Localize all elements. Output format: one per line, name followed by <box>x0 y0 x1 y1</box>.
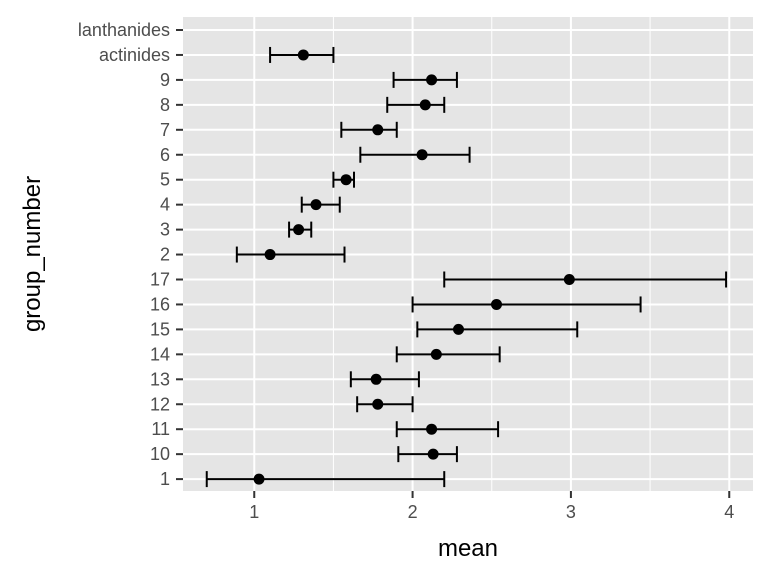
mean-point-12 <box>372 398 384 410</box>
errorbar-6 <box>359 146 471 163</box>
mean-point-5 <box>340 174 352 186</box>
x-tick-label: 2 <box>408 502 418 522</box>
mean-point-8 <box>419 99 431 111</box>
errorbar-7 <box>340 121 398 138</box>
mean-point-16 <box>491 298 502 310</box>
mean-point-7 <box>372 124 384 136</box>
mean-point-2 <box>264 249 276 261</box>
y-tick-label: 4 <box>160 195 170 215</box>
y-tick-label: 17 <box>150 270 170 290</box>
y-tick-label: 9 <box>160 70 170 90</box>
y-tick-label: 14 <box>150 344 170 364</box>
mean-point-6 <box>416 149 428 161</box>
mean-point-actinides <box>297 49 309 61</box>
y-tick-label: lanthanides <box>78 20 170 40</box>
errorbar-12 <box>356 396 414 413</box>
mean-point-1 <box>253 473 265 485</box>
x-tick-label: 1 <box>249 502 259 522</box>
errorbar-13 <box>349 371 420 388</box>
errorbar-10 <box>397 446 458 463</box>
y-tick-label: 6 <box>160 145 170 165</box>
errorbar-2 <box>235 246 346 263</box>
errorbar-17 <box>443 271 728 288</box>
y-tick-label: 8 <box>160 95 170 115</box>
errorbar-11 <box>395 421 500 438</box>
y-tick-label: 1 <box>160 469 170 489</box>
errorbar-8 <box>386 96 446 113</box>
mean-point-10 <box>427 448 439 460</box>
x-tick-label: 3 <box>566 502 576 522</box>
y-tick-label: 5 <box>160 170 170 190</box>
y-axis-title: group_number <box>19 176 46 332</box>
y-tick-label: 11 <box>151 419 170 439</box>
y-tick-label: actinides <box>99 45 170 65</box>
y-tick-label: 15 <box>150 319 170 339</box>
y-tick-label: 3 <box>160 220 170 240</box>
mean-point-15 <box>453 323 464 335</box>
y-tick-label: 10 <box>150 444 170 464</box>
mean-point-11 <box>426 423 438 435</box>
mean-point-13 <box>370 373 382 385</box>
mean-point-9 <box>426 74 438 86</box>
y-tick-label: 7 <box>160 120 170 140</box>
x-axis-title: mean <box>438 535 498 562</box>
errorbar-15 <box>416 321 579 338</box>
mean-points <box>253 49 575 485</box>
mean-point-17 <box>563 274 575 285</box>
mean-point-3 <box>293 224 305 236</box>
errorbar-9 <box>392 71 458 88</box>
error-bars <box>205 46 728 488</box>
x-axis: 1 2 3 4 <box>249 491 734 522</box>
y-tick-label: 16 <box>150 294 170 314</box>
y-tick-label: 13 <box>150 369 170 389</box>
mean-point-14 <box>430 348 442 360</box>
errorbar-14 <box>395 346 501 363</box>
errorbar-1 <box>205 471 446 488</box>
x-tick-label: 4 <box>724 502 734 522</box>
y-tick-label: 2 <box>160 245 170 265</box>
y-tick-label: 12 <box>150 394 170 414</box>
y-axis: lanthanides actinides 9 8 7 6 5 4 3 2 17 16 15 14 13 12… <box>78 20 183 489</box>
mean-point-4 <box>310 199 322 211</box>
errorbar-16 <box>411 296 642 313</box>
